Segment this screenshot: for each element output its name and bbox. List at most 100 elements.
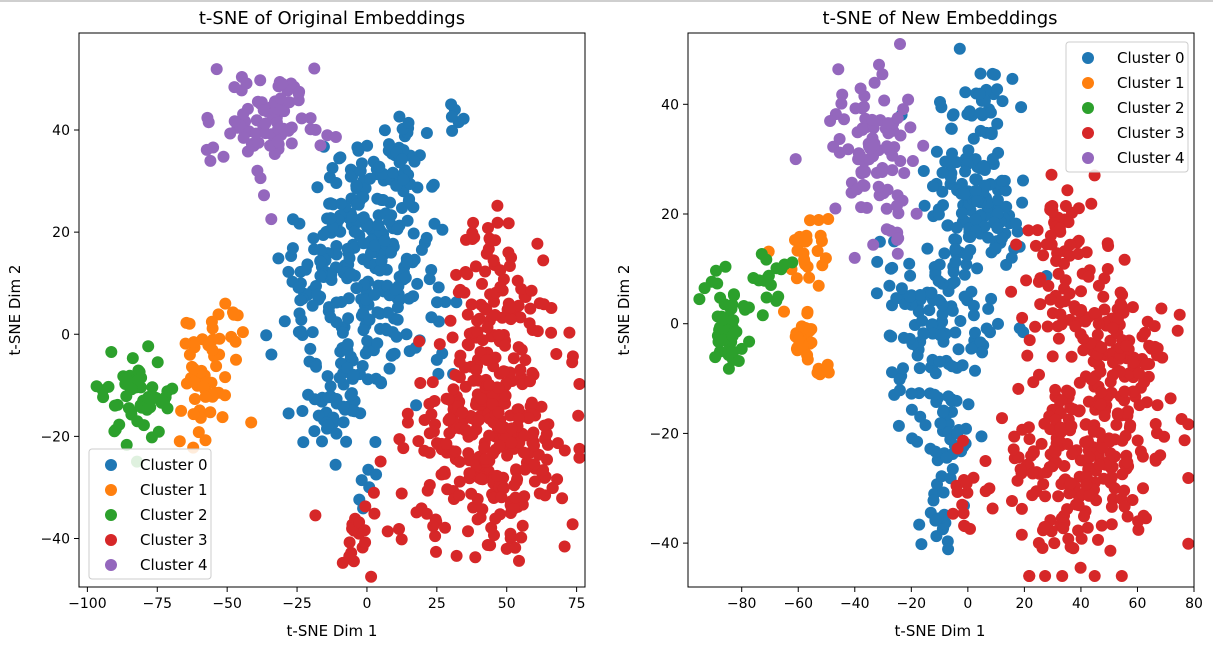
data-point [927,180,939,193]
data-point [1080,478,1093,491]
data-point [397,442,410,455]
data-point [1022,224,1035,237]
data-point [1049,383,1062,396]
data-point [1054,421,1067,434]
data-point [836,88,849,101]
data-point [517,446,530,459]
data-point [1087,425,1100,438]
data-point [427,520,440,533]
data-point [873,58,885,71]
data-point [1039,570,1052,582]
data-point [1095,341,1108,354]
data-point [524,302,537,315]
data-point [1139,358,1152,371]
data-point [573,451,586,464]
data-point [1006,72,1019,85]
data-point [528,475,541,488]
data-point [1088,570,1101,582]
data-point [1182,537,1195,550]
data-point [317,229,330,241]
data-point [219,389,231,402]
data-point [786,256,799,269]
data-point [516,519,529,532]
data-point [306,326,319,339]
data-point [550,348,563,360]
data-point [285,77,298,90]
legend-label: Cluster 2 [1117,99,1185,117]
data-point [423,446,436,459]
data-point [798,253,811,266]
x-tick-label: 80 [1185,596,1203,612]
data-point [216,411,229,424]
data-point [151,356,164,369]
data-point [219,371,232,384]
data-point [1104,544,1117,557]
data-point [495,421,508,434]
data-point [949,243,962,255]
data-point [705,275,718,288]
data-point [996,412,1008,425]
ticks-layer: −80 −60 −40 −20 0 20 40 60 80 −40 −20 0 20 40 [649,97,1202,612]
x-tick-label: −75 [143,596,173,612]
data-point [456,406,469,419]
data-point [928,388,941,401]
data-point [971,262,984,275]
data-point [330,248,343,261]
data-point [1072,499,1085,512]
data-point [949,326,962,339]
data-point [932,275,945,287]
data-point [286,242,299,255]
data-point [359,500,372,513]
data-point [546,481,559,494]
data-point [381,324,393,337]
data-point [374,455,387,468]
data-point [1016,423,1029,436]
data-point [470,364,483,377]
data-point [462,525,474,538]
data-point [1083,489,1095,502]
data-point [1114,297,1127,310]
data-point [1164,392,1177,405]
data-point [511,274,524,287]
data-point [950,221,963,234]
data-point [1127,356,1140,369]
data-point [454,283,467,296]
data-point [1026,489,1039,502]
data-point [505,436,518,449]
data-point [880,202,893,215]
data-point [265,348,278,361]
data-point [396,153,408,166]
data-point [969,326,981,339]
data-point [402,195,415,208]
data-point [976,346,989,359]
data-point [1116,434,1129,447]
data-point [122,402,135,415]
data-point [489,309,502,321]
data-point [474,345,487,358]
data-point [352,144,365,157]
data-point [204,154,217,167]
data-point [960,258,973,271]
y-tick-label: 0 [670,317,679,333]
data-point [430,353,443,366]
data-point [321,370,334,383]
data-point [710,264,722,277]
data-point [309,123,322,136]
data-point [1041,320,1054,333]
data-point [245,416,258,429]
data-point [188,375,201,388]
data-point [355,474,368,487]
data-point [1072,202,1085,215]
data-point [1132,523,1145,536]
data-point [1063,386,1076,399]
data-point [961,486,974,499]
data-point [856,123,869,136]
data-point [1079,418,1092,431]
data-point [314,269,327,282]
data-point [304,342,317,355]
data-point [370,468,383,481]
data-point [541,453,553,466]
data-point [1095,519,1108,532]
data-point [297,436,310,449]
y-tick-label: 40 [52,123,70,139]
